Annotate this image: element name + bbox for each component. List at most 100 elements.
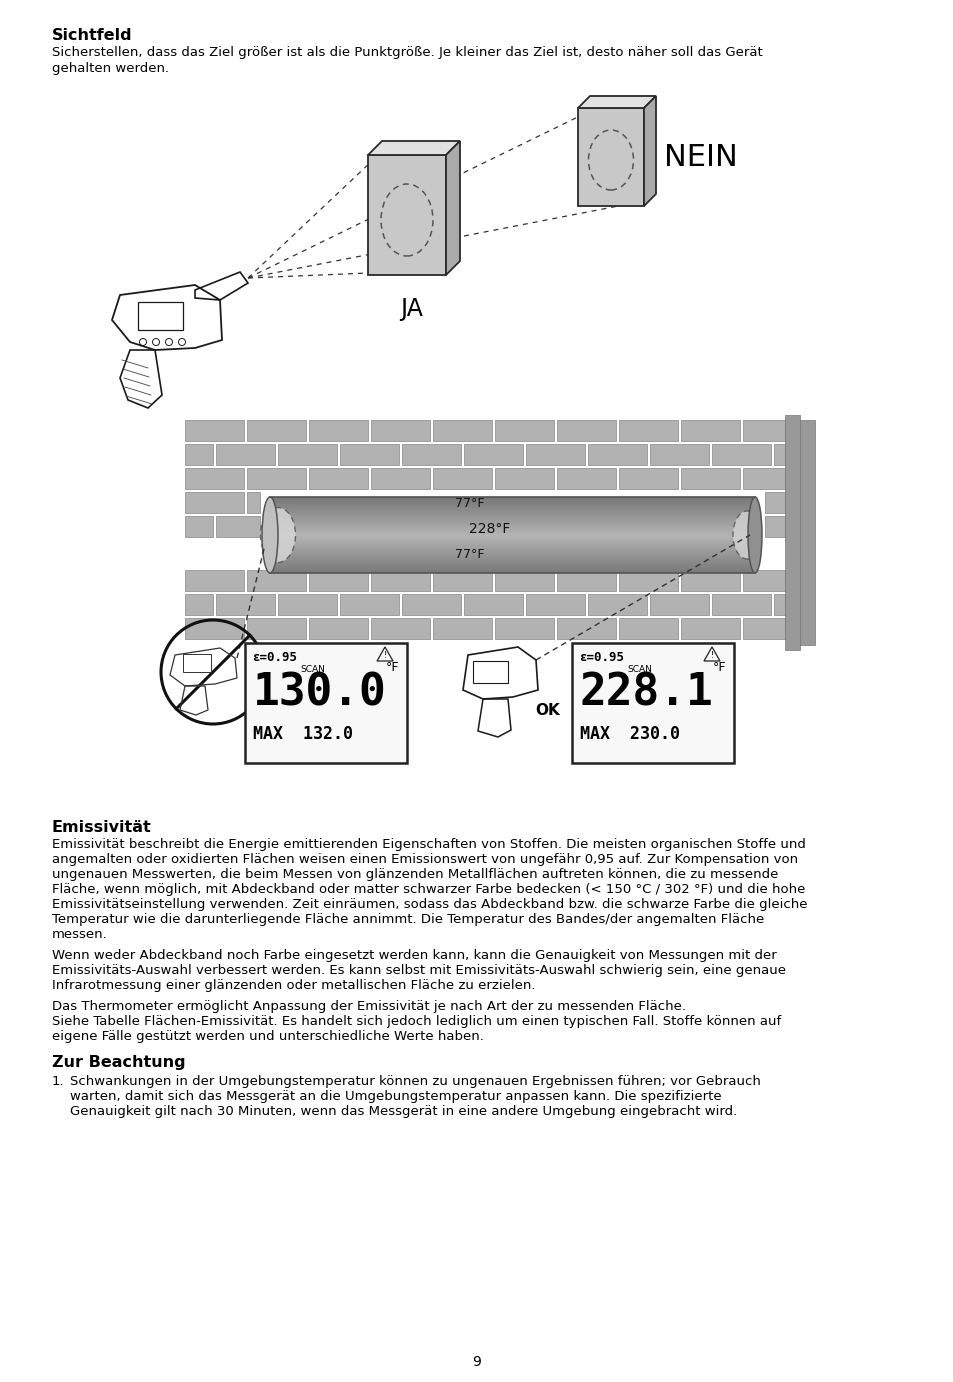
Bar bbox=[247, 492, 260, 513]
Text: Emissivitäts-Auswahl verbessert werden. Es kann selbst mit Emissivitäts-Auswahl : Emissivitäts-Auswahl verbessert werden. … bbox=[52, 965, 785, 977]
Bar bbox=[764, 515, 784, 538]
Bar bbox=[247, 420, 306, 441]
Bar bbox=[185, 515, 213, 538]
Text: 9: 9 bbox=[472, 1354, 481, 1370]
Bar bbox=[433, 569, 492, 591]
Bar bbox=[215, 444, 274, 464]
Bar bbox=[557, 569, 616, 591]
Bar bbox=[587, 444, 646, 464]
Bar bbox=[557, 468, 616, 489]
Text: !: ! bbox=[383, 651, 386, 661]
Text: 228.1: 228.1 bbox=[579, 672, 713, 714]
Bar bbox=[572, 643, 733, 763]
Bar bbox=[401, 444, 460, 464]
Text: MAX  230.0: MAX 230.0 bbox=[579, 726, 679, 744]
Bar bbox=[433, 468, 492, 489]
Bar bbox=[371, 420, 430, 441]
Text: Genauigkeit gilt nach 30 Minuten, wenn das Messgerät in eine andere Umgebung ein: Genauigkeit gilt nach 30 Minuten, wenn d… bbox=[70, 1106, 737, 1118]
Text: Schwankungen in der Umgebungstemperatur können zu ungenauen Ergebnissen führen; : Schwankungen in der Umgebungstemperatur … bbox=[70, 1075, 760, 1088]
Bar bbox=[618, 569, 678, 591]
Ellipse shape bbox=[260, 507, 295, 562]
Bar bbox=[764, 492, 784, 513]
Bar bbox=[742, 420, 784, 441]
Polygon shape bbox=[643, 95, 656, 206]
Bar bbox=[784, 420, 796, 441]
Text: 130.0: 130.0 bbox=[253, 672, 386, 714]
Bar bbox=[215, 515, 260, 538]
Text: °F: °F bbox=[712, 661, 725, 674]
Text: SCAN: SCAN bbox=[627, 665, 652, 674]
Bar bbox=[618, 468, 678, 489]
Polygon shape bbox=[446, 141, 459, 275]
Bar bbox=[649, 444, 708, 464]
Bar bbox=[525, 594, 584, 615]
Bar bbox=[742, 468, 784, 489]
Text: ungenauen Messwerten, die beim Messen von glänzenden Metallflächen auftreten kön: ungenauen Messwerten, die beim Messen vo… bbox=[52, 868, 778, 880]
Bar bbox=[185, 468, 244, 489]
Text: Siehe Tabelle Flächen-Emissivität. Es handelt sich jedoch lediglich um einen typ: Siehe Tabelle Flächen-Emissivität. Es ha… bbox=[52, 1014, 781, 1028]
Bar bbox=[742, 569, 784, 591]
Bar bbox=[680, 420, 740, 441]
Text: angemalten oder oxidierten Flächen weisen einen Emissionswert von ungefähr 0,95 : angemalten oder oxidierten Flächen weise… bbox=[52, 853, 798, 867]
Text: 77°F: 77°F bbox=[455, 549, 484, 561]
Bar bbox=[371, 569, 430, 591]
Bar bbox=[277, 444, 336, 464]
Text: !: ! bbox=[710, 651, 713, 661]
Text: ε=0.95: ε=0.95 bbox=[252, 651, 296, 663]
Bar bbox=[495, 569, 554, 591]
Polygon shape bbox=[578, 108, 643, 206]
Text: 77°F: 77°F bbox=[455, 498, 484, 510]
Bar bbox=[557, 618, 616, 638]
Text: Fläche, wenn möglich, mit Abdeckband oder matter schwarzer Farbe bedecken (< 150: Fläche, wenn möglich, mit Abdeckband ode… bbox=[52, 883, 804, 896]
Bar bbox=[270, 498, 754, 574]
Ellipse shape bbox=[747, 498, 761, 574]
Bar bbox=[784, 468, 796, 489]
Bar bbox=[185, 492, 244, 513]
Bar bbox=[247, 569, 306, 591]
Bar bbox=[784, 515, 796, 538]
Bar bbox=[784, 492, 796, 513]
Bar bbox=[339, 594, 398, 615]
Bar bbox=[680, 569, 740, 591]
Bar bbox=[711, 444, 770, 464]
Bar bbox=[401, 594, 460, 615]
Text: Emissivität: Emissivität bbox=[52, 820, 152, 835]
Bar bbox=[433, 420, 492, 441]
Text: gehalten werden.: gehalten werden. bbox=[52, 62, 169, 75]
Bar bbox=[339, 444, 398, 464]
Bar bbox=[680, 618, 740, 638]
Bar bbox=[618, 420, 678, 441]
Bar bbox=[277, 594, 336, 615]
Bar bbox=[245, 643, 407, 763]
Polygon shape bbox=[578, 95, 656, 108]
Text: ε=0.95: ε=0.95 bbox=[578, 651, 623, 663]
Bar bbox=[742, 618, 784, 638]
Text: Temperatur wie die darunterliegende Fläche annimmt. Die Temperatur des Bandes/de: Temperatur wie die darunterliegende Fläc… bbox=[52, 914, 763, 926]
Bar bbox=[309, 420, 368, 441]
Text: Wenn weder Abdeckband noch Farbe eingesetzt werden kann, kann die Genauigkeit vo: Wenn weder Abdeckband noch Farbe eingese… bbox=[52, 949, 776, 962]
Bar bbox=[784, 618, 796, 638]
Text: Infrarotmessung einer glänzenden oder metallischen Fläche zu erzielen.: Infrarotmessung einer glänzenden oder me… bbox=[52, 978, 535, 992]
Bar bbox=[309, 468, 368, 489]
Bar bbox=[309, 618, 368, 638]
Text: Emissivitätseinstellung verwenden. Zeit einräumen, sodass das Abdeckband bzw. di: Emissivitätseinstellung verwenden. Zeit … bbox=[52, 898, 806, 911]
Text: 1.: 1. bbox=[52, 1075, 65, 1088]
Bar bbox=[183, 654, 211, 672]
Text: Sicherstellen, dass das Ziel größer ist als die Punktgröße. Je kleiner das Ziel : Sicherstellen, dass das Ziel größer ist … bbox=[52, 46, 762, 59]
Text: OK: OK bbox=[535, 703, 559, 719]
Text: MAX  132.0: MAX 132.0 bbox=[253, 726, 353, 744]
Bar bbox=[463, 444, 522, 464]
Bar bbox=[463, 594, 522, 615]
Bar bbox=[215, 594, 274, 615]
Bar bbox=[618, 618, 678, 638]
Bar bbox=[784, 569, 796, 591]
Text: eigene Fälle gestützt werden und unterschiedliche Werte haben.: eigene Fälle gestützt werden und untersc… bbox=[52, 1030, 483, 1043]
Bar bbox=[185, 618, 244, 638]
Text: JA: JA bbox=[400, 297, 423, 321]
Bar bbox=[557, 420, 616, 441]
Bar bbox=[587, 594, 646, 615]
Bar bbox=[473, 661, 507, 683]
Text: warten, damit sich das Messgerät an die Umgebungstemperatur anpassen kann. Die s: warten, damit sich das Messgerät an die … bbox=[70, 1090, 720, 1103]
Ellipse shape bbox=[262, 498, 277, 574]
Text: Sichtfeld: Sichtfeld bbox=[52, 28, 132, 43]
